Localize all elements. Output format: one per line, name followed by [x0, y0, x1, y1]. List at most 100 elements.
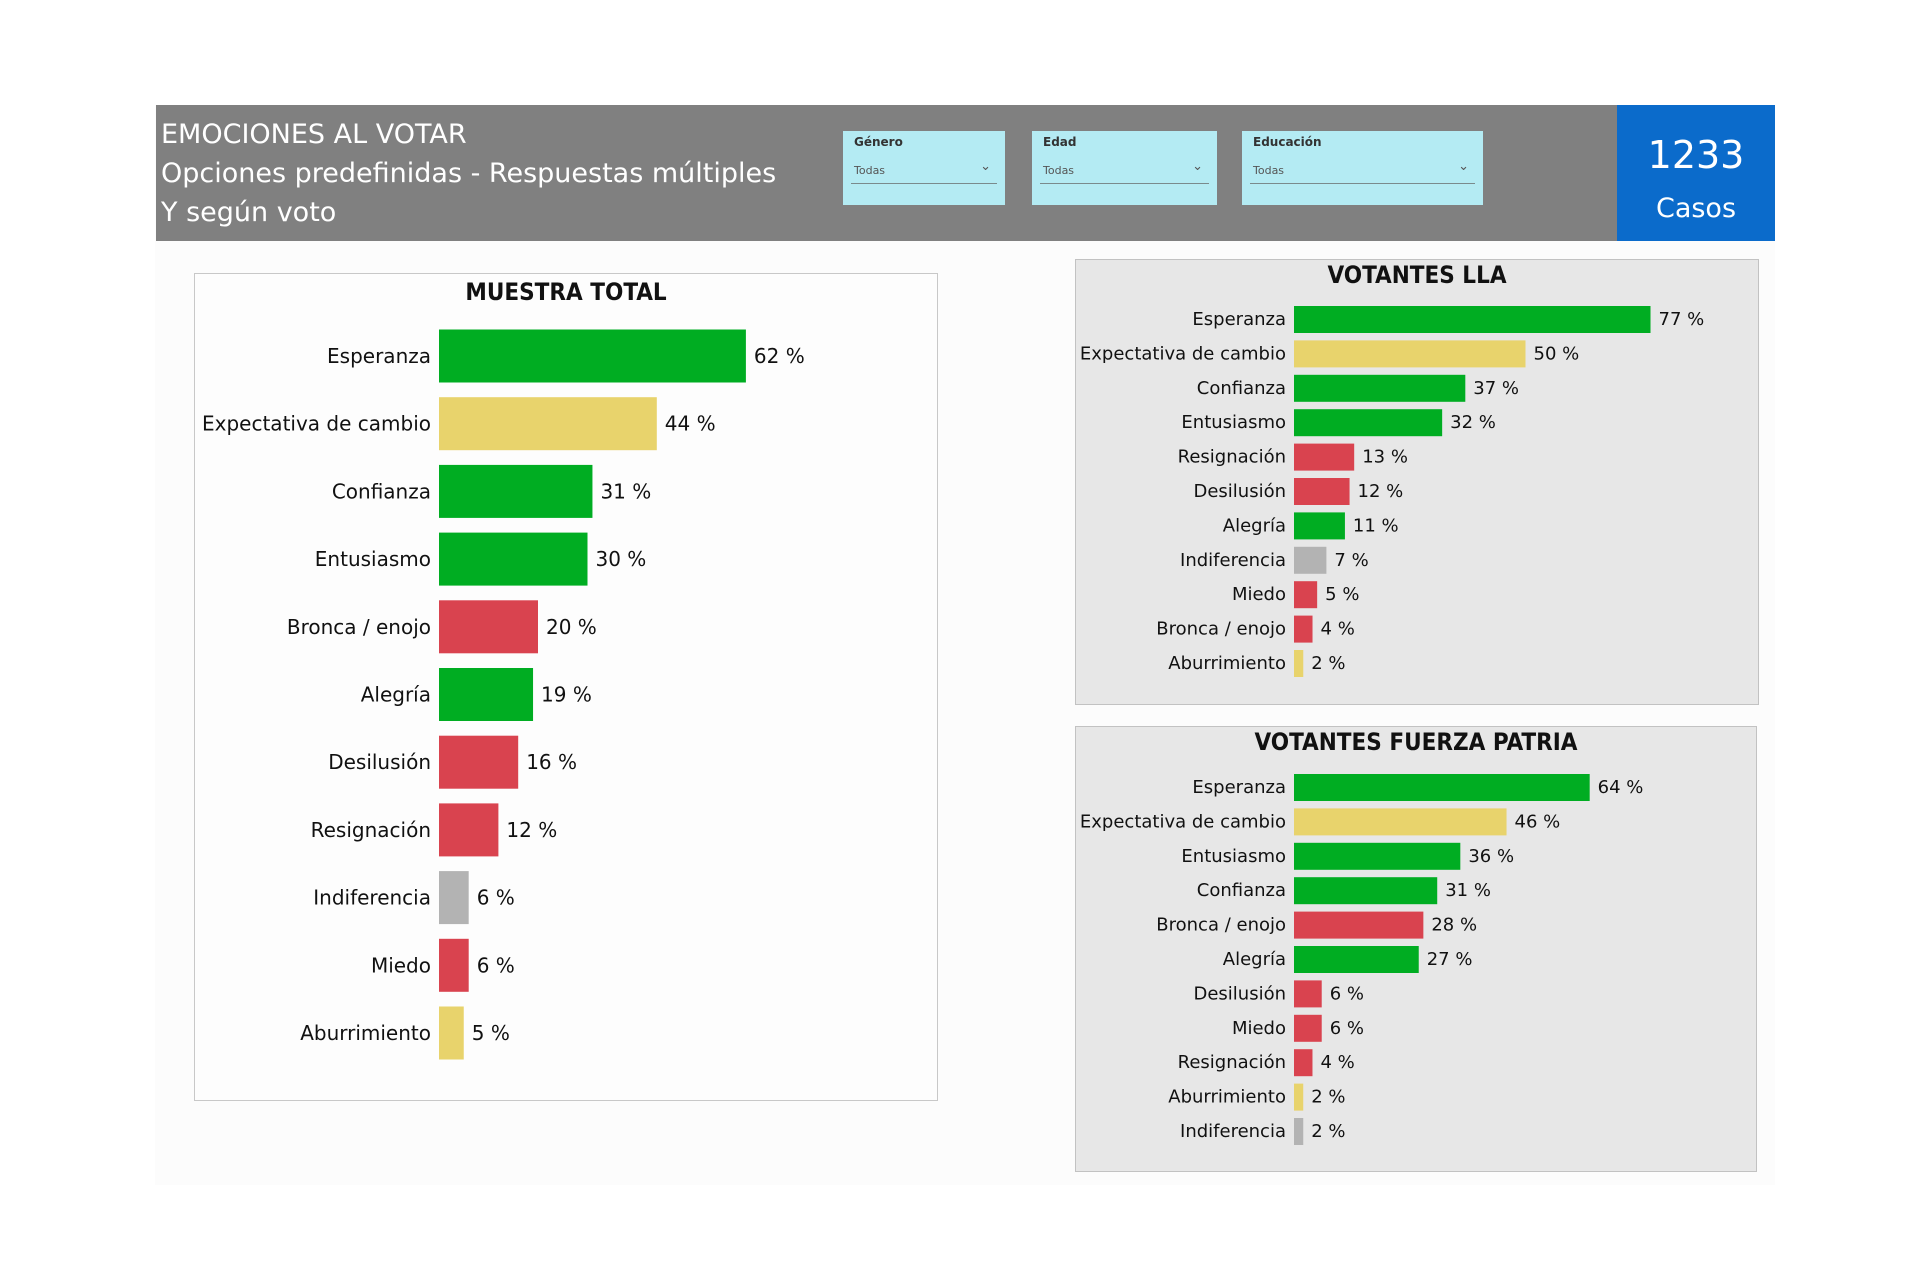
category-label-miedo: Miedo	[1232, 1018, 1286, 1039]
filter-educacion-value: Todas	[1253, 164, 1285, 177]
filter-educacion: Educación Todas ⌄	[1242, 131, 1483, 205]
bar-resignacion	[1294, 443, 1355, 471]
filter-genero: Género Todas ⌄	[843, 131, 1005, 205]
value-label-desilusion: 6 %	[1330, 983, 1364, 1004]
chevron-down-icon: ⌄	[1458, 159, 1469, 174]
category-label-bronca-enojo: Bronca / enojo	[287, 615, 431, 639]
bar-chart-muestra-total: Esperanza 62 % Expectativa de cambio 44 % Co…	[202, 329, 805, 1060]
category-label-expectativa-de-cambio: Expectativa de cambio	[1080, 343, 1286, 364]
value-label-esperanza: 77 %	[1659, 309, 1705, 330]
chart-panel-muestra-total: MUESTRA TOTAL Esperanza 62 % Expectativa d…	[194, 273, 938, 1101]
value-label-confianza: 31 %	[600, 479, 651, 503]
value-label-aburrimiento: 2 %	[1311, 653, 1345, 674]
value-label-entusiasmo: 36 %	[1468, 846, 1514, 867]
bar-resignacion	[1294, 1049, 1313, 1077]
bar-miedo	[439, 938, 469, 992]
category-label-entusiasmo: Entusiasmo	[1181, 412, 1286, 433]
value-label-bronca-enojo: 4 %	[1321, 619, 1355, 640]
value-label-desilusion: 12 %	[1358, 481, 1404, 502]
category-label-indiferencia: Indiferencia	[313, 886, 431, 910]
category-label-esperanza: Esperanza	[1192, 777, 1286, 798]
category-label-miedo: Miedo	[1232, 584, 1286, 605]
bar-esperanza	[1294, 306, 1651, 333]
bar-entusiasmo	[1294, 409, 1443, 437]
chart-title-votantes-lla: VOTANTES LLA	[1327, 261, 1507, 289]
category-label-expectativa-de-cambio: Expectativa de cambio	[1080, 811, 1286, 832]
title-line-2: Opciones predefinidas - Respuestas múlti…	[161, 158, 777, 189]
bar-expectativa-de-cambio	[439, 397, 657, 451]
value-label-aburrimiento: 5 %	[472, 1021, 510, 1045]
filter-educacion-dropdown[interactable]: Todas ⌄	[1250, 157, 1475, 184]
filter-edad-dropdown[interactable]: Todas ⌄	[1040, 157, 1209, 184]
bar-confianza	[1294, 374, 1466, 402]
value-label-desilusion: 16 %	[526, 750, 577, 774]
category-label-alegria: Alegría	[1223, 515, 1286, 536]
category-label-desilusion: Desilusión	[1193, 481, 1286, 502]
category-label-resignacion: Resignación	[1178, 447, 1286, 468]
category-label-confianza: Confianza	[1197, 378, 1286, 399]
value-label-confianza: 37 %	[1473, 378, 1519, 399]
category-label-confianza: Confianza	[332, 479, 431, 503]
bar-aburrimiento	[1294, 1083, 1304, 1111]
bar-resignacion	[439, 803, 499, 857]
report-header: EMOCIONES AL VOTAR Opciones predefinidas…	[156, 105, 1618, 241]
cases-count: 1233	[1647, 133, 1745, 177]
filter-genero-label: Género	[854, 135, 903, 149]
value-label-bronca-enojo: 28 %	[1431, 915, 1477, 936]
bar-entusiasmo	[1294, 842, 1461, 870]
category-label-bronca-enojo: Bronca / enojo	[1156, 619, 1286, 640]
chevron-down-icon: ⌄	[1192, 159, 1203, 174]
value-label-esperanza: 62 %	[754, 344, 805, 368]
title-line-3: Y según voto	[161, 197, 337, 228]
bar-bronca-enojo	[439, 600, 538, 654]
bar-miedo	[1294, 581, 1318, 609]
title-line-1: EMOCIONES AL VOTAR	[161, 119, 467, 150]
category-label-resignacion: Resignación	[1178, 1052, 1286, 1073]
bar-desilusion	[1294, 980, 1322, 1008]
value-label-confianza: 31 %	[1445, 880, 1491, 901]
cases-label: Casos	[1655, 193, 1737, 224]
category-label-aburrimiento: Aburrimiento	[300, 1021, 431, 1045]
cases-card: 1233 Casos	[1617, 105, 1775, 241]
category-label-esperanza: Esperanza	[327, 344, 431, 368]
bar-desilusion	[439, 735, 519, 789]
value-label-miedo: 6 %	[1330, 1018, 1364, 1039]
category-label-indiferencia: Indiferencia	[1180, 550, 1286, 571]
value-label-esperanza: 64 %	[1598, 777, 1644, 798]
category-label-bronca-enojo: Bronca / enojo	[1156, 915, 1286, 936]
category-label-miedo: Miedo	[371, 953, 431, 977]
value-label-bronca-enojo: 20 %	[546, 615, 597, 639]
bar-expectativa-de-cambio	[1294, 340, 1526, 368]
bar-indiferencia	[439, 871, 469, 925]
category-label-desilusion: Desilusión	[1193, 983, 1286, 1004]
bar-expectativa-de-cambio	[1294, 808, 1507, 836]
value-label-indiferencia: 2 %	[1311, 1121, 1345, 1142]
value-label-entusiasmo: 30 %	[596, 547, 647, 571]
category-label-alegria: Alegría	[361, 683, 431, 707]
filter-edad: Edad Todas ⌄	[1032, 131, 1217, 205]
value-label-resignacion: 12 %	[506, 818, 557, 842]
bar-bronca-enojo	[1294, 911, 1424, 939]
value-label-resignacion: 13 %	[1362, 447, 1408, 468]
value-label-entusiasmo: 32 %	[1450, 412, 1496, 433]
category-label-entusiasmo: Entusiasmo	[1181, 846, 1286, 867]
bar-esperanza	[1294, 774, 1590, 801]
value-label-indiferencia: 6 %	[477, 886, 515, 910]
bar-chart-votantes-fuerza-patria: Esperanza 64 % Expectativa de cambio 46 % En…	[1080, 774, 1644, 1145]
value-label-expectativa-de-cambio: 46 %	[1515, 811, 1561, 832]
bar-confianza	[439, 464, 593, 518]
category-label-desilusion: Desilusión	[328, 750, 431, 774]
value-label-miedo: 5 %	[1325, 584, 1359, 605]
filter-edad-value: Todas	[1043, 164, 1075, 177]
chart-title-votantes-fuerza-patria: VOTANTES FUERZA PATRIA	[1254, 728, 1578, 756]
filter-genero-dropdown[interactable]: Todas ⌄	[851, 157, 997, 184]
filter-genero-value: Todas	[854, 164, 886, 177]
chevron-down-icon: ⌄	[980, 159, 991, 174]
bar-bronca-enojo	[1294, 615, 1313, 643]
bar-esperanza	[439, 329, 746, 383]
chart-title-muestra-total: MUESTRA TOTAL	[465, 278, 667, 306]
value-label-alegria: 19 %	[541, 683, 592, 707]
value-label-expectativa-de-cambio: 44 %	[665, 412, 716, 436]
category-label-esperanza: Esperanza	[1192, 309, 1286, 330]
chart-panel-votantes-fuerza-patria: VOTANTES FUERZA PATRIA Esperanza 64 % Expe…	[1075, 726, 1757, 1172]
